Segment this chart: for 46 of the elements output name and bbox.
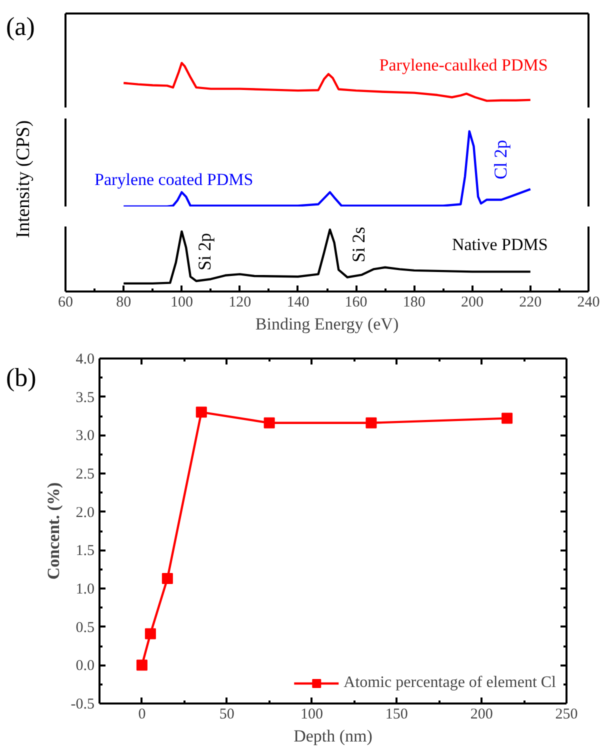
x-tick-label: 200 bbox=[470, 706, 493, 722]
y-tick-label: 0.0 bbox=[76, 658, 94, 674]
x-tick-label: 160 bbox=[344, 294, 368, 310]
point bbox=[162, 573, 173, 584]
x-tick-label: 220 bbox=[519, 294, 542, 310]
x-tick-label: 240 bbox=[577, 294, 600, 310]
point bbox=[196, 406, 207, 418]
y-tick-label: 4.0 bbox=[76, 352, 94, 368]
point bbox=[264, 417, 275, 428]
x-tick-label: 200 bbox=[461, 294, 484, 310]
x-tick-label: 80 bbox=[116, 294, 132, 310]
annotation: Cl 2p bbox=[490, 140, 510, 180]
chart-title: (a) bbox=[5, 11, 35, 43]
y-tick-label: 1.5 bbox=[76, 543, 94, 560]
x-tick-label: 0 bbox=[138, 706, 146, 722]
y-axis-title: Concent. (%) bbox=[44, 482, 63, 580]
y-tick-label: -0.5 bbox=[70, 696, 95, 712]
point bbox=[366, 417, 377, 428]
annotation: Si 2s bbox=[348, 226, 368, 262]
x-tick-label: 50 bbox=[219, 706, 234, 722]
x-axis-title: Depth (nm) bbox=[294, 726, 372, 746]
y-tick-label: 2.0 bbox=[76, 504, 94, 521]
x-tick-label: 140 bbox=[286, 294, 310, 310]
point bbox=[502, 412, 513, 424]
y-tick-label: 1.0 bbox=[76, 582, 94, 598]
series-label: Parylene coated PDMS bbox=[94, 170, 254, 189]
series-label: Native PDMS bbox=[452, 234, 548, 254]
y-tick-label: 2.5 bbox=[76, 466, 94, 482]
chart-title: (b) bbox=[5, 362, 36, 394]
series-label: Parylene-caulked PDMS bbox=[379, 56, 548, 75]
x-tick-label: 120 bbox=[228, 294, 252, 310]
point bbox=[136, 660, 148, 671]
x-tick-label: 100 bbox=[170, 294, 193, 310]
x-tick-label: 250 bbox=[555, 706, 578, 722]
legend-label: Atomic percentage of element Cl bbox=[344, 674, 556, 692]
y-tick-label: 3.0 bbox=[76, 428, 94, 444]
x-axis-title: Binding Energy (eV) bbox=[255, 314, 399, 334]
y-axis-title: Intensity (CPS) bbox=[12, 120, 35, 240]
annotation: Si 2p bbox=[194, 232, 214, 270]
y-tick-label: 0.5 bbox=[76, 620, 94, 636]
x-tick-label: 150 bbox=[385, 706, 408, 722]
x-tick-label: 60 bbox=[58, 294, 73, 310]
x-tick-label: 180 bbox=[402, 294, 426, 310]
y-tick-label: 3.5 bbox=[76, 390, 94, 406]
x-tick-label: 100 bbox=[300, 706, 324, 722]
point bbox=[144, 628, 156, 640]
